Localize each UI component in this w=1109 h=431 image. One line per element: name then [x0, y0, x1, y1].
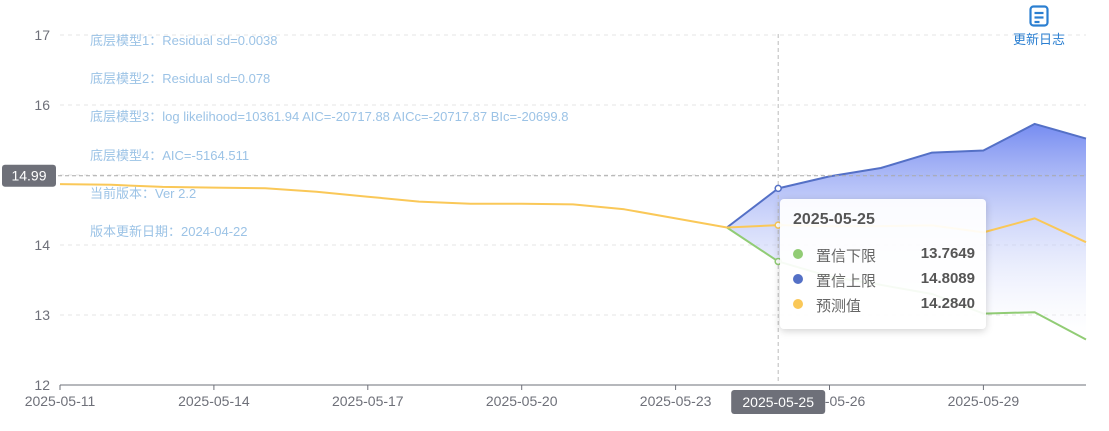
y-tick-label: 16 — [34, 97, 50, 113]
model3-annotation: 底层模型3：log likelihood=10361.94 AIC=-20717… — [90, 109, 569, 124]
model1-annotation: 底层模型1：Residual sd=0.0038 — [90, 33, 278, 48]
y-tick-label: 13 — [34, 307, 50, 323]
tooltip-label: 置信下限 — [816, 248, 877, 265]
y-tick-label: 14 — [34, 237, 50, 253]
tooltip: 2025-05-25 置信下限 13.7649 置信上限 14.8089 预测值… — [780, 199, 986, 329]
upper-bound-marker — [793, 274, 803, 284]
changelog-button[interactable]: 更新日志 — [1006, 5, 1072, 48]
x-tick-label: 2025-05-17 — [332, 393, 404, 409]
x-tick-label: 2025-05-11 — [25, 393, 96, 409]
x-tick-label: 2025-05-29 — [948, 393, 1020, 409]
lower-bound-marker — [793, 249, 803, 259]
tooltip-value: 13.7649 — [920, 245, 975, 262]
version-date-annotation: 版本更新日期：2024-04-22 — [90, 224, 248, 239]
tooltip-value: 14.8089 — [920, 270, 975, 287]
x-tick-label: 2025-05-20 — [486, 393, 558, 409]
y-pointer-label: 14.99 — [11, 168, 46, 184]
tooltip-date: 2025-05-25 — [793, 211, 875, 228]
tooltip-row-upper: 置信上限 14.8089 — [793, 268, 975, 290]
grid-layer — [60, 34, 1086, 316]
tooltip-value: 14.2840 — [920, 295, 975, 312]
tooltip-row-forecast: 预测值 14.2840 — [793, 293, 975, 315]
forecast-marker — [793, 299, 803, 309]
y-tick-label: 17 — [34, 27, 50, 43]
tooltip-row-lower: 置信下限 13.7649 — [793, 243, 975, 265]
tooltip-label: 置信上限 — [816, 273, 877, 290]
x-pointer-label-bg — [731, 390, 826, 414]
x-tick-label: 2025-05-14 — [178, 393, 250, 409]
hover-point — [774, 184, 782, 193]
crosshair-layer: 14.99 2025-05-25 — [2, 34, 1086, 414]
model4-annotation: 底层模型4：AIC=-5164.511 — [90, 148, 250, 163]
x-pointer-label: 2025-05-25 — [742, 394, 814, 410]
document-icon — [1029, 5, 1049, 27]
model2-annotation: 底层模型2：Residual sd=0.078 — [90, 71, 271, 86]
tooltip-label: 预测值 — [816, 298, 862, 315]
y-pointer-label-bg — [2, 164, 56, 187]
changelog-label: 更新日志 — [1012, 32, 1065, 47]
upper-bound-line — [726, 122, 1087, 229]
y-tick-label: 12 — [34, 377, 50, 393]
version-annotation: 当前版本：Ver 2.2 — [90, 186, 197, 201]
x-tick-label: 2025-05-23 — [640, 393, 712, 409]
